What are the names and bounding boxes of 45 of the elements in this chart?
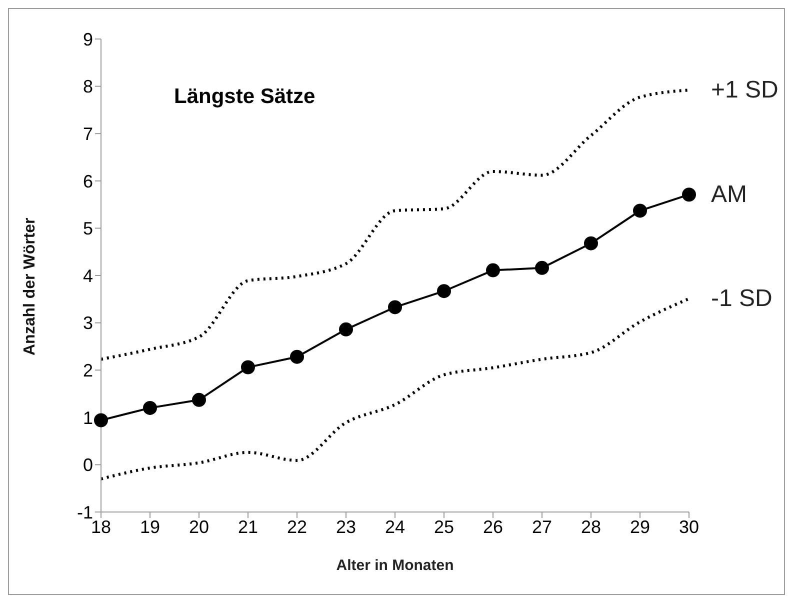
y-tick-label: 6 [82, 171, 93, 192]
y-tick-label: 7 [82, 124, 93, 144]
y-tick-label: -1 [76, 502, 93, 522]
x-tick-label: 20 [188, 516, 210, 537]
x-tick-label: 25 [434, 516, 454, 537]
point [192, 392, 206, 407]
x-tick-label: 30 [678, 516, 700, 537]
point [290, 350, 304, 364]
series-label: +1 SD [711, 76, 778, 104]
point [584, 236, 598, 250]
y-tick-label: 4 [82, 266, 93, 286]
series-label: -1 SD [711, 285, 772, 312]
point [682, 188, 696, 202]
x-tick-label: 22 [286, 516, 308, 537]
text: Längste Sätze [174, 85, 316, 109]
point [388, 300, 402, 314]
point [339, 322, 353, 336]
y-tick-label: 5 [82, 218, 93, 239]
point [535, 260, 549, 275]
x-tick-label: 24 [384, 516, 406, 537]
x-tick-label: 19 [140, 516, 160, 537]
point [241, 360, 255, 374]
y-tick-label: 2 [82, 360, 93, 380]
point [486, 263, 500, 278]
point [94, 413, 108, 428]
x-tick-label: 23 [336, 516, 356, 537]
y-tick-label: 8 [82, 76, 93, 97]
point [143, 400, 157, 415]
x-tick-label: 21 [238, 516, 258, 537]
line-series [101, 297, 689, 480]
x-tick-label: 18 [90, 516, 112, 537]
x-tick-label: 26 [482, 516, 504, 537]
y-tick-label: 0 [82, 455, 93, 476]
point [633, 204, 647, 218]
x-tick-label: 28 [580, 516, 602, 537]
y-tick-label: 9 [82, 29, 93, 50]
x-axis-title: Alter in Monaten [336, 557, 454, 574]
x-tick-label: 29 [630, 516, 650, 537]
point [437, 284, 451, 298]
line-series [101, 88, 689, 361]
x-tick-label: 27 [532, 516, 552, 537]
y-tick-label: 3 [82, 313, 93, 334]
y-tick-label: 1 [82, 408, 93, 428]
y-axis-title: Anzahl der Wörter [22, 218, 39, 356]
series-label: AM [711, 181, 747, 208]
